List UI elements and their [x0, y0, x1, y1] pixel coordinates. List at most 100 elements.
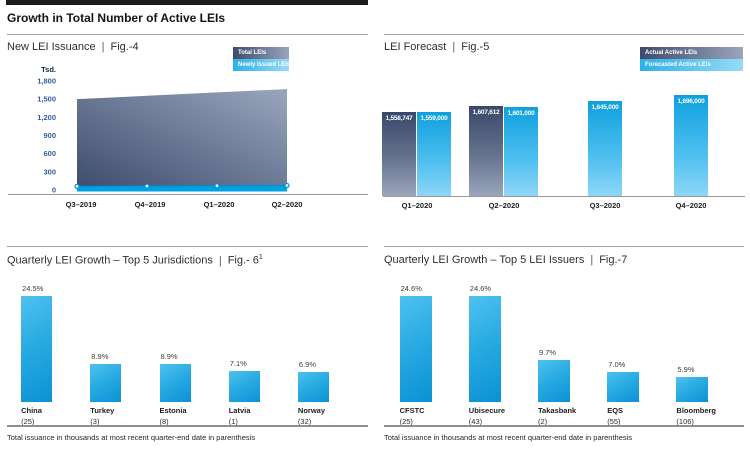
divider-line: [384, 246, 744, 247]
bar-group-latvia: 7.1% Latvia (1): [210, 283, 279, 426]
title-pipe: |: [101, 41, 105, 53]
newly-issued-line: [76, 184, 288, 188]
legend-total-leis: Total LEIs: [233, 47, 289, 59]
y-axis-tick-label: 1,800: [37, 76, 56, 85]
bar-group-estonia: 8.9% Estonia (8): [140, 283, 209, 426]
y-axis-tick-label: 0: [52, 186, 56, 195]
category-label: EQS: [607, 406, 624, 415]
issuance-label: (106): [676, 417, 694, 426]
bar-value-label: 5.9%: [677, 364, 695, 374]
category-label: Norway: [297, 406, 325, 415]
x-axis-label: Q4–2019: [135, 200, 166, 209]
bar-value-label: 6.9%: [298, 360, 317, 370]
fig7-title-text: Quarterly LEI Growth – Top 5 LEI Issuers: [384, 254, 585, 266]
bar-value-label: 8.9%: [91, 351, 109, 361]
fig4-title-text: New LEI Issuance: [7, 41, 96, 53]
bar-latvia: [228, 371, 260, 402]
bar-forecast-q3-2020: 1,645,000: [588, 101, 622, 196]
bar-eqs: [607, 371, 640, 402]
fig5-title-text: LEI Forecast: [384, 41, 447, 53]
bar-value-label: 7.1%: [229, 359, 247, 369]
x-axis-label: Q3–2020: [589, 201, 621, 210]
y-axis-tick-label: 1,500: [37, 95, 56, 104]
data-marker: [144, 183, 150, 189]
x-axis-label: Q1–2020: [401, 201, 433, 210]
bar-group-ubisecure: 24.6% Ubisecure (43): [450, 283, 519, 426]
bar-value-label: 1,645,000: [591, 104, 619, 112]
bar-ubisecure: [468, 296, 501, 402]
bar-china: [21, 296, 53, 402]
issuance-label: (2): [538, 417, 548, 426]
issuance-label: (8): [159, 417, 169, 426]
bar-value-label: 24.5%: [22, 284, 44, 294]
fig4-number: Fig.-4: [110, 41, 139, 53]
bar-actual-q1-2020: 1,558,747: [382, 112, 416, 196]
bar-group-cfstc: 24.6% CFSTC (25): [381, 283, 450, 426]
fig4-area-chart: Tsd. 1,800 1,500 1,200 900 600 300 0 Q3–2019 Q4–2…: [8, 65, 368, 209]
bar-forecast-q4-2020: 1,696,000: [674, 95, 708, 196]
fig5-bar-chart: 1,558,747 1,559,000 1,607,612 1,601,000 …: [381, 80, 745, 215]
bar-group-takasbank: 9.7% Takasbank (2): [519, 283, 588, 426]
legend-forecasted-active-leis: Forecasted Active LEIs: [640, 59, 743, 71]
y-axis-unit-label: Tsd.: [41, 65, 56, 74]
fig7-number: Fig.-7: [599, 254, 628, 266]
section-top-bar: [6, 0, 368, 5]
y-axis-tick-label: 1,200: [37, 113, 56, 122]
bar-bloomberg: [676, 376, 709, 402]
divider-line: [384, 34, 744, 35]
issuance-label: (32): [297, 417, 312, 426]
issuance-label: (1): [228, 417, 238, 426]
category-label: Latvia: [228, 406, 251, 415]
fig5-legend: Actual Active LEIs Forecasted Active LEI…: [640, 47, 743, 71]
divider-line: [7, 246, 368, 247]
bar-value-label: 9.7%: [539, 348, 557, 358]
bar-cfstc: [399, 296, 432, 402]
y-axis-tick-label: 600: [43, 149, 56, 158]
bar-group-turkey: 8.9% Turkey (3): [71, 283, 140, 426]
bar-actual-q2-2020: 1,607,612: [469, 106, 503, 196]
bar-takasbank: [538, 360, 570, 402]
y-axis-tick-label: 900: [43, 131, 56, 140]
bar-value-label: 24.6%: [469, 284, 492, 293]
bar-value-label: 1,558,747: [385, 115, 413, 122]
fig7-footnote: Total issuance in thousands at most rece…: [384, 433, 633, 442]
category-label: Estonia: [159, 406, 187, 415]
bar-group-china: 24.5% China (25): [2, 283, 71, 426]
category-label: Turkey: [90, 406, 115, 415]
newly-issued-band: [77, 185, 287, 192]
data-marker: [284, 182, 290, 189]
issuance-label: (3): [90, 417, 100, 426]
bar-value-label: 1,601,000: [507, 109, 535, 117]
x-axis-line: [383, 196, 745, 197]
fig7-bar-chart: 24.6% CFSTC (25) 24.6% Ubisecure (43) 9.…: [381, 283, 727, 426]
x-axis-label: Q1–2020: [204, 200, 235, 209]
issuance-label: (43): [468, 417, 483, 426]
x-axis-label: Q3–2019: [66, 200, 97, 209]
bar-norway: [297, 372, 329, 402]
data-marker: [214, 183, 220, 189]
fig6-title: Quarterly LEI Growth – Top 5 Jurisdictio…: [7, 254, 263, 267]
divider-line: [7, 34, 368, 35]
issuance-label: (55): [607, 417, 621, 426]
x-axis-label: Q4–2020: [675, 201, 707, 210]
data-marker: [74, 183, 80, 190]
fig6-footnote-marker: 1: [258, 254, 263, 261]
footnote-divider-line: [7, 425, 368, 427]
bar-forecast-q2-2020: 1,601,000: [504, 106, 538, 196]
bar-value-label: 24.6%: [400, 284, 422, 293]
fig6-number: Fig.- 6: [227, 254, 259, 267]
category-label: China: [21, 406, 42, 415]
bar-value-label: 1,607,612: [472, 109, 500, 116]
total-leis-area: [77, 89, 287, 190]
bar-value-label: 1,696,000: [677, 98, 705, 105]
fig6-bar-chart: 24.5% China (25) 8.9% Turkey (3) 8.9% Es…: [2, 283, 348, 426]
fig6-title-text: Quarterly LEI Growth – Top 5 Jurisdictio…: [7, 254, 213, 267]
issuance-label: (25): [21, 417, 35, 426]
category-label: Bloomberg: [676, 406, 716, 415]
fig4-title: New LEI Issuance | Fig.-4: [7, 41, 139, 53]
bar-group-bloomberg: 5.9% Bloomberg (106): [658, 283, 727, 426]
category-label: Takasbank: [538, 406, 577, 415]
legend-newly-issued-leis: Newly Issued LEIs: [233, 59, 290, 71]
bar-value-label: 7.0%: [608, 359, 626, 369]
